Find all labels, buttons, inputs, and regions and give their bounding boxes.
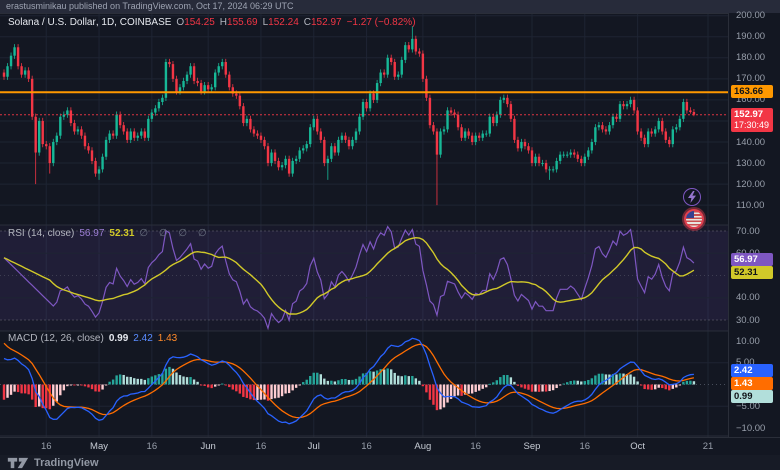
rsi-axis-label: 56.97 (731, 253, 773, 267)
time-axis-label: 16 (255, 441, 267, 452)
macd-signal-axis-label: 1.43 (731, 377, 773, 391)
time-axis-label: 16 (579, 441, 591, 452)
axis-tick-label: −10.00 (736, 422, 766, 434)
price-axis[interactable]: −10.00−5.000.005.0010.0030.0040.0050.006… (728, 10, 780, 437)
rsi-ma-value: 52.31 (109, 228, 135, 239)
rsi-value: 56.97 (79, 228, 105, 239)
time-axis-label: May (90, 441, 109, 452)
low-value: 152.24 (268, 17, 299, 28)
open-value: 154.25 (184, 17, 215, 28)
lightning-icon[interactable] (683, 188, 701, 206)
rsi-ma-axis-label: 52.31 (731, 266, 773, 280)
time-axis[interactable]: 16 May 16 Jun 16 Jul 16 Aug 16 Sep 16 Oct 21 (0, 437, 780, 455)
axis-tick-label: 60.00 (736, 248, 760, 259)
time-axis-label: 16 (361, 441, 372, 452)
axis-tick-label: 10.00 (736, 335, 760, 347)
axis-tick-label: 180.00 (736, 52, 766, 64)
footer-bar: TradingView (0, 455, 780, 470)
time-axis-label: Jun (200, 441, 216, 452)
flag-canton (686, 211, 694, 218)
time-axis-label: 16 (40, 441, 52, 452)
time-axis-label: Sep (523, 441, 541, 452)
axis-tick-label: 140.00 (736, 136, 766, 148)
rsi-legend[interactable]: RSI (14, close) 56.97 52.31 ∅ ∅ ∅ ∅ (8, 228, 211, 239)
close-value: 152.97 (311, 17, 342, 28)
attribution-text: erastusminikau published on TradingView.… (6, 1, 294, 11)
rsi-empty-slots: ∅ ∅ ∅ ∅ (139, 228, 211, 239)
us-flag-icon[interactable] (684, 209, 704, 229)
symbol-title: Solana / U.S. Dollar (8, 17, 96, 28)
attribution-bar: erastusminikau published on TradingView.… (0, 0, 780, 13)
symbol-subtitle: , 1D, COINBASE (95, 17, 172, 28)
last-price-label: 152.97 17:30:49 (731, 107, 773, 132)
macd-hist-value: 0.99 (108, 333, 129, 344)
high-value: 155.69 (227, 17, 258, 28)
high-label: H (219, 17, 228, 28)
macd-axis-label: 2.42 (731, 364, 773, 378)
symbol-legend[interactable]: Solana / U.S. Dollar, 1D, COINBASE O154.… (8, 17, 416, 28)
axis-tick-label: 190.00 (736, 31, 766, 43)
macd-hist-axis-label: 0.99 (731, 390, 773, 404)
low-label: L (262, 17, 269, 28)
time-axis-label: 21 (702, 441, 714, 452)
open-label: O (176, 17, 185, 28)
time-axis-label: 16 (470, 441, 481, 452)
time-axis-label: 16 (146, 441, 158, 452)
avg-price-label: 163.66 (731, 85, 773, 99)
tradingview-brand[interactable]: TradingView (34, 456, 99, 469)
axis-tick-label: 170.00 (736, 73, 766, 85)
axis-tick-label: 130.00 (736, 157, 766, 169)
time-axis-label: Oct (630, 441, 645, 452)
axis-tick-label: 160.00 (736, 94, 766, 106)
chart-panes[interactable] (0, 13, 728, 437)
time-axis-label: Aug (414, 441, 432, 452)
rsi-title: RSI (8, 228, 25, 239)
macd-line-value: 2.42 (133, 333, 153, 344)
time-axis-label: Jul (307, 441, 320, 452)
axis-tick-label: 110.00 (736, 199, 765, 211)
axis-tick-label: 70.00 (736, 225, 760, 237)
macd-params: (12, 26, close) (40, 333, 104, 344)
close-label: C (303, 17, 311, 28)
tradingview-logo-icon[interactable] (7, 457, 29, 469)
countdown-timer: 17:30:49 (734, 119, 770, 130)
macd-signal-value: 1.43 (157, 333, 178, 344)
axis-tick-label: 30.00 (736, 314, 760, 326)
axis-tick-label: 120.00 (736, 178, 766, 190)
change-value: −1.27 (−0.82%) (346, 17, 416, 28)
macd-legend[interactable]: MACD (12, 26, close) 0.99 2.42 1.43 (8, 333, 177, 344)
axis-tick-label: 200.00 (736, 10, 766, 22)
axis-tick-label: −5.00 (736, 400, 761, 412)
macd-title: MACD (8, 333, 38, 344)
axis-tick-label: 5.00 (736, 357, 755, 369)
axis-tick-label: 40.00 (736, 292, 760, 304)
rsi-params: (14, close) (27, 228, 75, 239)
